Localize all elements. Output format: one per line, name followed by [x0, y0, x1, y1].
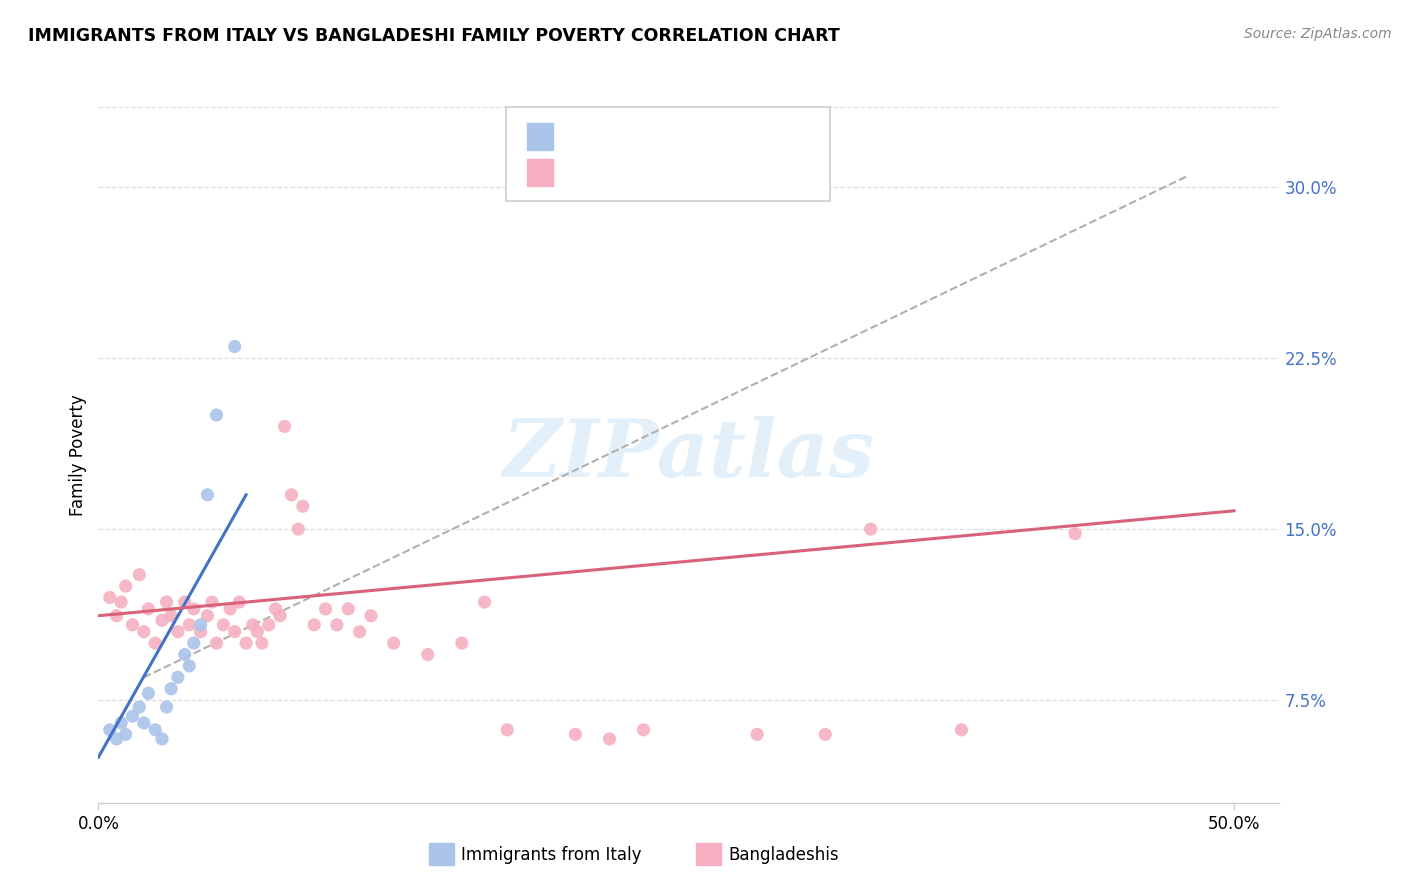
- Point: [280, 488, 302, 502]
- Point: [205, 636, 228, 650]
- Text: N = 20: N = 20: [703, 128, 763, 145]
- Point: [859, 522, 882, 536]
- Point: [132, 624, 155, 639]
- Point: [450, 636, 472, 650]
- Point: [496, 723, 519, 737]
- Point: [143, 723, 166, 737]
- Point: [269, 608, 291, 623]
- Text: IMMIGRANTS FROM ITALY VS BANGLADESHI FAMILY POVERTY CORRELATION CHART: IMMIGRANTS FROM ITALY VS BANGLADESHI FAM…: [28, 27, 839, 45]
- Point: [150, 613, 173, 627]
- Point: [224, 340, 246, 354]
- Point: [173, 595, 195, 609]
- Text: Immigrants from Italy: Immigrants from Italy: [461, 846, 641, 863]
- Point: [745, 727, 768, 741]
- Text: Source: ZipAtlas.com: Source: ZipAtlas.com: [1244, 27, 1392, 41]
- Point: [205, 408, 228, 422]
- Point: [224, 624, 246, 639]
- Point: [167, 670, 190, 684]
- Point: [349, 624, 371, 639]
- Point: [201, 595, 224, 609]
- Point: [179, 659, 201, 673]
- Point: [183, 636, 205, 650]
- Point: [598, 731, 620, 746]
- Text: R = 0.412: R = 0.412: [564, 128, 651, 145]
- Point: [291, 500, 314, 514]
- Point: [950, 723, 973, 737]
- Point: [143, 636, 166, 650]
- Point: [138, 686, 160, 700]
- Point: [264, 602, 287, 616]
- Point: [814, 727, 837, 741]
- Point: [633, 723, 655, 737]
- Point: [326, 618, 349, 632]
- Point: [121, 709, 143, 723]
- Point: [190, 618, 212, 632]
- Point: [273, 419, 295, 434]
- Point: [155, 700, 177, 714]
- Point: [302, 618, 325, 632]
- Point: [183, 602, 205, 616]
- Point: [105, 608, 128, 623]
- Point: [242, 618, 264, 632]
- Point: [128, 700, 150, 714]
- Point: [190, 624, 212, 639]
- Point: [121, 618, 143, 632]
- Point: [173, 648, 195, 662]
- Point: [212, 618, 235, 632]
- Point: [360, 608, 382, 623]
- Point: [155, 595, 177, 609]
- Point: [114, 727, 136, 741]
- Text: N = 54: N = 54: [703, 163, 763, 181]
- Point: [138, 602, 160, 616]
- Point: [114, 579, 136, 593]
- Point: [219, 602, 242, 616]
- Point: [105, 731, 128, 746]
- Point: [167, 624, 190, 639]
- Point: [250, 636, 273, 650]
- Point: [150, 731, 173, 746]
- Point: [246, 624, 269, 639]
- Point: [382, 636, 405, 650]
- Text: Bangladeshis: Bangladeshis: [728, 846, 839, 863]
- Point: [98, 723, 121, 737]
- Point: [128, 567, 150, 582]
- Point: [110, 595, 132, 609]
- Point: [337, 602, 360, 616]
- Point: [315, 602, 337, 616]
- Point: [235, 636, 257, 650]
- Text: R = 0.183: R = 0.183: [564, 163, 651, 181]
- Point: [197, 608, 219, 623]
- Point: [287, 522, 309, 536]
- Point: [160, 681, 183, 696]
- Point: [197, 488, 219, 502]
- Point: [1064, 526, 1087, 541]
- Point: [474, 595, 496, 609]
- Text: ZIPatlas: ZIPatlas: [503, 417, 875, 493]
- Point: [132, 715, 155, 730]
- Point: [564, 727, 586, 741]
- Point: [110, 715, 132, 730]
- Point: [416, 648, 439, 662]
- Point: [179, 618, 201, 632]
- Point: [98, 591, 121, 605]
- Point: [160, 608, 183, 623]
- Point: [228, 595, 250, 609]
- Point: [257, 618, 280, 632]
- Y-axis label: Family Poverty: Family Poverty: [69, 394, 87, 516]
